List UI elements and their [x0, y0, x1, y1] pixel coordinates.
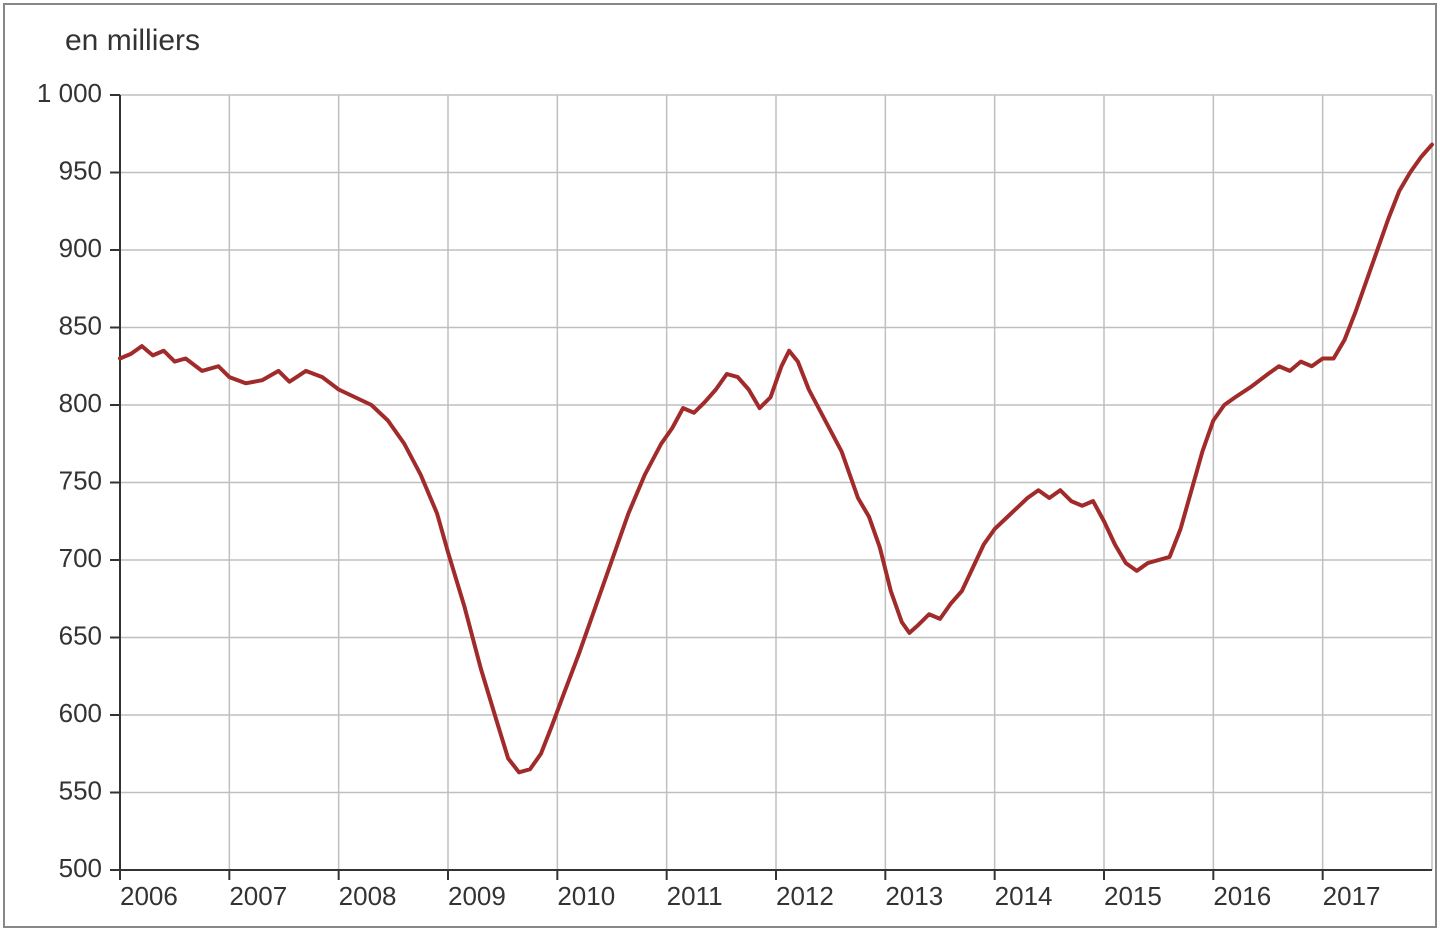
outer-border — [3, 3, 1437, 928]
chart-container: 5005506006507007508008509009501 00020062… — [0, 0, 1440, 931]
